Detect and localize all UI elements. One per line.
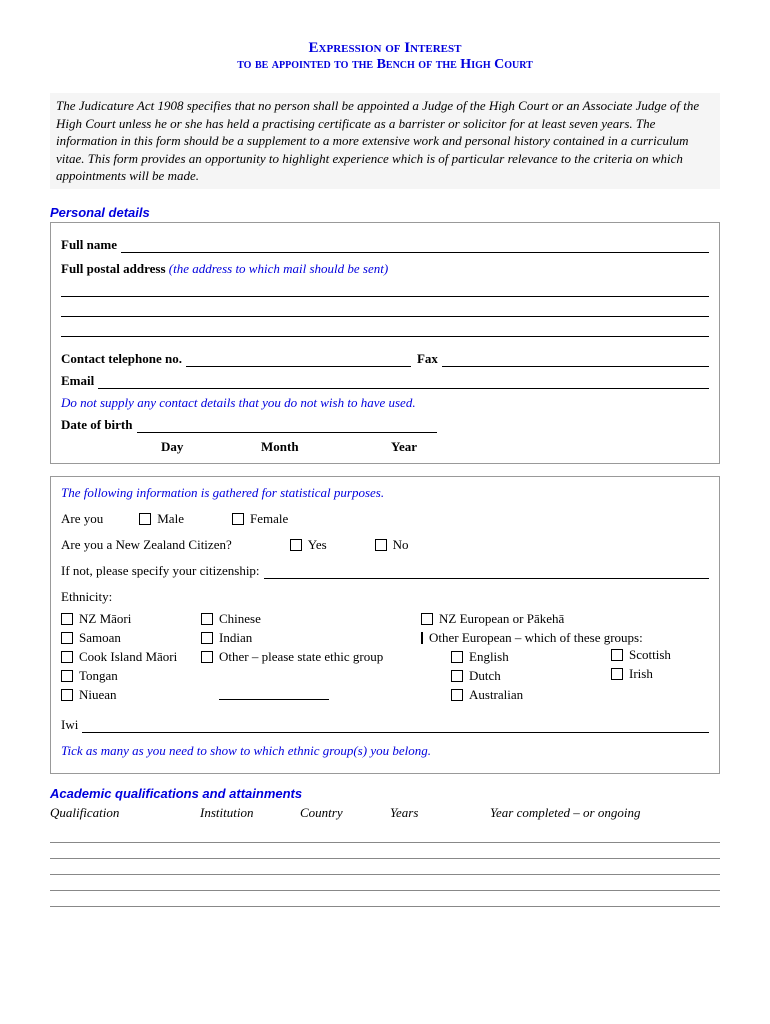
other-ethic-checkbox[interactable] bbox=[201, 651, 213, 663]
iwi-input[interactable] bbox=[82, 719, 709, 733]
page-title: Expression of Interest to be appointed t… bbox=[50, 40, 720, 73]
nz-maori-checkbox[interactable] bbox=[61, 613, 73, 625]
academic-row-5[interactable] bbox=[50, 891, 720, 907]
cook-island-label: Cook Island Māori bbox=[79, 649, 177, 665]
male-label: Male bbox=[157, 511, 184, 527]
stats-note: The following information is gathered fo… bbox=[61, 485, 709, 501]
indian-checkbox[interactable] bbox=[201, 632, 213, 644]
full-name-input[interactable] bbox=[121, 239, 709, 253]
nz-euro-label: NZ European or Pākehā bbox=[439, 611, 564, 627]
postal-address-hint: (the address to which mail should be sen… bbox=[169, 261, 388, 276]
dob-day-label: Day bbox=[161, 439, 261, 455]
nz-citizen-label: Are you a New Zealand Citizen? bbox=[61, 537, 232, 553]
col-country: Country bbox=[300, 805, 390, 821]
female-label: Female bbox=[250, 511, 288, 527]
if-not-label: If not, please specify your citizenship: bbox=[61, 563, 260, 579]
fax-label: Fax bbox=[417, 351, 438, 367]
academic-col-headers: Qualification Institution Country Years … bbox=[50, 805, 720, 821]
chinese-label: Chinese bbox=[219, 611, 261, 627]
postal-address-line-3[interactable] bbox=[61, 319, 709, 337]
samoan-label: Samoan bbox=[79, 630, 121, 646]
dob-label: Date of birth bbox=[61, 417, 133, 433]
full-name-label: Full name bbox=[61, 237, 117, 253]
academic-row-1[interactable] bbox=[50, 827, 720, 843]
col-completed: Year completed – or ongoing bbox=[490, 805, 640, 821]
scottish-label: Scottish bbox=[629, 647, 671, 663]
irish-label: Irish bbox=[629, 666, 653, 682]
contact-tel-input[interactable] bbox=[186, 353, 411, 367]
personal-details-box: Full name Full postal address (the addre… bbox=[50, 222, 720, 464]
scottish-checkbox[interactable] bbox=[611, 649, 623, 661]
nz-maori-label: NZ Māori bbox=[79, 611, 131, 627]
iwi-label: Iwi bbox=[61, 717, 78, 733]
dutch-checkbox[interactable] bbox=[451, 670, 463, 682]
tongan-label: Tongan bbox=[79, 668, 118, 684]
other-ethic-label: Other – please state ethic group bbox=[219, 649, 383, 665]
yes-label: Yes bbox=[308, 537, 327, 553]
tongan-checkbox[interactable] bbox=[61, 670, 73, 682]
col-qualification: Qualification bbox=[50, 805, 200, 821]
postal-address-label: Full postal address bbox=[61, 261, 166, 276]
fax-input[interactable] bbox=[442, 353, 709, 367]
statistics-box: The following information is gathered fo… bbox=[50, 476, 720, 774]
academic-row-2[interactable] bbox=[50, 843, 720, 859]
ethnicity-label: Ethnicity: bbox=[61, 589, 709, 605]
email-input[interactable] bbox=[98, 375, 709, 389]
are-you-label: Are you bbox=[61, 511, 103, 527]
col-institution: Institution bbox=[200, 805, 300, 821]
chinese-checkbox[interactable] bbox=[201, 613, 213, 625]
title-line2: to be appointed to the Bench of the High… bbox=[50, 57, 720, 73]
contact-tel-label: Contact telephone no. bbox=[61, 351, 182, 367]
academic-row-3[interactable] bbox=[50, 859, 720, 875]
other-euro-checkbox[interactable] bbox=[421, 632, 423, 644]
contact-note: Do not supply any contact details that y… bbox=[61, 395, 709, 411]
intro-text: The Judicature Act 1908 specifies that n… bbox=[50, 93, 720, 189]
cook-island-checkbox[interactable] bbox=[61, 651, 73, 663]
postal-address-line-1[interactable] bbox=[61, 279, 709, 297]
other-ethic-input[interactable] bbox=[219, 686, 329, 700]
email-label: Email bbox=[61, 373, 94, 389]
dob-input[interactable] bbox=[137, 419, 437, 433]
no-checkbox[interactable] bbox=[375, 539, 387, 551]
postal-address-line-2[interactable] bbox=[61, 299, 709, 317]
no-label: No bbox=[393, 537, 409, 553]
section-personal-heading: Personal details bbox=[50, 205, 720, 220]
english-checkbox[interactable] bbox=[451, 651, 463, 663]
irish-checkbox[interactable] bbox=[611, 668, 623, 680]
australian-checkbox[interactable] bbox=[451, 689, 463, 701]
male-checkbox[interactable] bbox=[139, 513, 151, 525]
academic-row-4[interactable] bbox=[50, 875, 720, 891]
yes-checkbox[interactable] bbox=[290, 539, 302, 551]
niuean-checkbox[interactable] bbox=[61, 689, 73, 701]
title-line1: Expression of Interest bbox=[50, 40, 720, 57]
dob-month-label: Month bbox=[261, 439, 391, 455]
section-academic-heading: Academic qualifications and attainments bbox=[50, 786, 720, 801]
nz-euro-checkbox[interactable] bbox=[421, 613, 433, 625]
citizenship-input[interactable] bbox=[264, 565, 709, 579]
tick-note: Tick as many as you need to show to whic… bbox=[61, 743, 709, 759]
female-checkbox[interactable] bbox=[232, 513, 244, 525]
dob-year-label: Year bbox=[391, 439, 417, 455]
col-years: Years bbox=[390, 805, 490, 821]
indian-label: Indian bbox=[219, 630, 252, 646]
dutch-label: Dutch bbox=[469, 668, 501, 684]
english-label: English bbox=[469, 649, 509, 665]
niuean-label: Niuean bbox=[79, 687, 117, 703]
samoan-checkbox[interactable] bbox=[61, 632, 73, 644]
australian-label: Australian bbox=[469, 687, 523, 703]
